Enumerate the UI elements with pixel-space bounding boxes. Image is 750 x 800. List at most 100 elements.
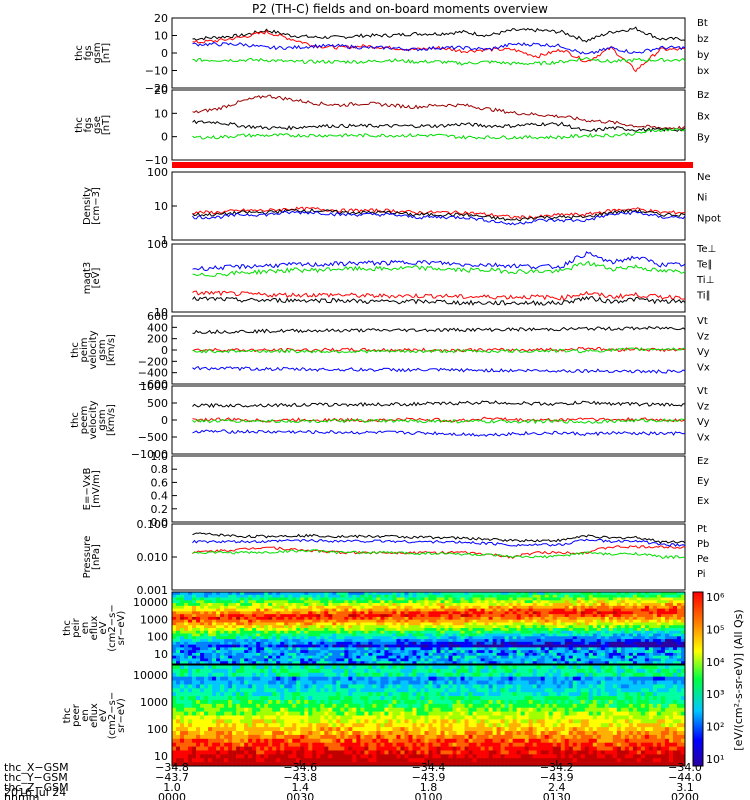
heatmap-cell	[512, 603, 517, 607]
heatmap-cell	[184, 639, 189, 643]
heatmap-cell	[392, 611, 397, 615]
heatmap-cell	[356, 641, 361, 645]
heatmap-cell	[648, 692, 654, 697]
heatmap-cell	[276, 633, 281, 637]
heatmap-cell	[196, 641, 201, 645]
heatmap-cell	[636, 628, 642, 632]
heatmap-cell	[660, 592, 666, 596]
heatmap-cell	[180, 619, 185, 623]
heatmap-cell	[624, 600, 630, 604]
heatmap-cell	[548, 668, 554, 674]
heatmap-cell	[212, 597, 217, 601]
heatmap-cell	[348, 688, 353, 693]
heatmap-cell	[616, 703, 622, 709]
heatmap-cell	[496, 611, 501, 615]
heatmap-cell	[628, 684, 634, 689]
heatmap-cell	[656, 614, 662, 618]
heatmap-cell	[512, 684, 517, 689]
heatmap-cell	[220, 658, 225, 662]
ylabel-line: peem	[79, 406, 90, 434]
heatmap-cell	[352, 616, 357, 620]
heatmap-cell	[184, 597, 189, 601]
heatmap-cell	[200, 665, 205, 670]
heatmap-cell	[240, 641, 245, 645]
heatmap-cell	[172, 622, 177, 626]
heatmap-cell	[176, 611, 181, 615]
heatmap-cell	[676, 594, 682, 598]
heatmap-cell	[400, 696, 405, 701]
heatmap-cell	[448, 619, 453, 623]
heatmap-cell	[508, 625, 513, 629]
heatmap-cell	[288, 639, 293, 643]
heatmap-cell	[388, 672, 393, 677]
heatmap-cell	[560, 611, 566, 615]
heatmap-cell	[408, 707, 413, 712]
heatmap-cell	[516, 622, 521, 626]
heatmap-cell	[468, 611, 473, 615]
heatmap-cell	[472, 611, 477, 615]
heatmap-cell	[492, 594, 497, 598]
heatmap-cell	[476, 684, 481, 689]
heatmap-cell	[368, 665, 373, 670]
heatmap-cell	[504, 639, 509, 643]
heatmap-cell	[568, 665, 574, 670]
heatmap-cell	[344, 684, 349, 689]
heatmap-cell	[672, 605, 678, 609]
heatmap-cell	[552, 658, 558, 662]
heatmap-cell	[476, 597, 481, 601]
heatmap-cell	[524, 614, 529, 618]
ylabel-line: (cm2−s−	[107, 604, 118, 651]
heatmap-cell	[312, 614, 317, 618]
heatmap-cell	[584, 658, 590, 662]
heatmap-cell	[524, 597, 529, 601]
heatmap-cell	[244, 692, 249, 697]
heatmap-cell	[304, 639, 309, 643]
heatmap-cell	[348, 665, 353, 670]
heatmap-cell	[680, 647, 686, 651]
heatmap-cell	[324, 650, 329, 654]
heatmap-cell	[524, 684, 529, 689]
heatmap-cell	[408, 614, 413, 618]
heatmap-cell	[616, 688, 622, 693]
heatmap-cell	[544, 619, 550, 623]
heatmap-cell	[352, 611, 357, 615]
heatmap-cell	[396, 614, 401, 618]
heatmap-cell	[232, 652, 237, 656]
heatmap-cell	[612, 647, 618, 651]
heatmap-cell	[504, 644, 509, 648]
heatmap-cell	[608, 665, 614, 670]
heatmap-cell	[212, 692, 217, 697]
heatmap-cell	[456, 680, 461, 685]
heatmap-cell	[308, 692, 313, 697]
heatmap-cell	[220, 619, 225, 623]
heatmap-cell	[616, 616, 622, 620]
heatmap-cell	[368, 597, 373, 601]
heatmap-cell	[312, 641, 317, 645]
heatmap-cell	[456, 611, 461, 615]
heatmap-cell	[576, 603, 582, 607]
heatmap-cell	[424, 622, 429, 626]
heatmap-cell	[520, 603, 525, 607]
heatmap-cell	[312, 692, 317, 697]
heatmap-cell	[656, 650, 662, 654]
heatmap-cell	[608, 672, 614, 677]
heatmap-cell	[468, 703, 473, 709]
heatmap-cell	[344, 592, 349, 596]
heatmap-cell	[408, 650, 413, 654]
heatmap-cell	[348, 650, 353, 654]
heatmap-cell	[480, 600, 485, 604]
heatmap-cell	[268, 680, 273, 685]
heatmap-cell	[324, 658, 329, 662]
heatmap-cell	[384, 650, 389, 654]
heatmap-cell	[208, 625, 213, 629]
heatmap-cell	[384, 665, 389, 670]
heatmap-cell	[540, 608, 546, 612]
heatmap-cell	[368, 699, 373, 705]
heatmap-cell	[644, 639, 650, 643]
heatmap-cell	[320, 676, 325, 681]
heatmap-cell	[228, 684, 233, 689]
heatmap-cell	[436, 608, 441, 612]
heatmap-cell	[408, 633, 413, 637]
heatmap-cell	[500, 684, 505, 689]
heatmap-cell	[628, 703, 634, 709]
